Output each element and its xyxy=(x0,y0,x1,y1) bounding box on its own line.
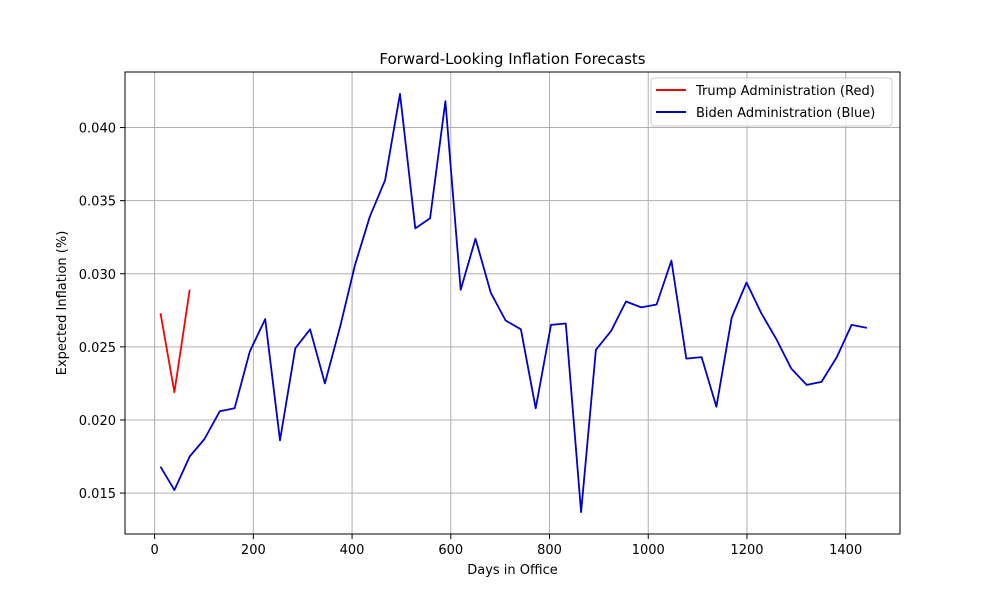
legend: Trump Administration (Red) Biden Adminis… xyxy=(650,77,893,127)
legend-box xyxy=(650,77,893,127)
x-axis-ticks: 0 200 400 600 800 1000 1200 1400 xyxy=(150,534,862,558)
series-line-trump xyxy=(159,289,191,394)
x-tick-label: 200 xyxy=(241,543,266,558)
y-tick-label: 0.025 xyxy=(79,341,116,356)
x-tick-label: 800 xyxy=(537,543,562,558)
x-tick-label: 1400 xyxy=(829,543,862,558)
plot-frame xyxy=(124,71,901,535)
series-lines xyxy=(159,93,868,513)
legend-label-biden: Biden Administration (Blue) xyxy=(696,106,875,121)
x-tick-label: 1200 xyxy=(730,543,763,558)
grid xyxy=(125,72,900,534)
series-line-biden xyxy=(159,93,868,513)
y-axis-ticks: 0.015 0.020 0.025 0.030 0.035 0.040 xyxy=(79,122,125,502)
legend-label-trump: Trump Administration (Red) xyxy=(695,84,875,99)
chart-title: Forward-Looking Inflation Forecasts xyxy=(379,50,645,68)
y-tick-label: 0.015 xyxy=(79,487,116,502)
x-tick-label: 1000 xyxy=(632,543,665,558)
y-tick-label: 0.020 xyxy=(79,414,116,429)
y-tick-label: 0.030 xyxy=(79,268,116,283)
x-tick-label: 600 xyxy=(438,543,463,558)
y-tick-label: 0.035 xyxy=(79,195,116,210)
y-axis-label: Expected Inflation (%) xyxy=(55,231,70,376)
x-axis-label: Days in Office xyxy=(467,563,558,578)
y-tick-label: 0.040 xyxy=(79,122,116,137)
x-tick-label: 400 xyxy=(340,543,365,558)
x-tick-label: 0 xyxy=(150,543,158,558)
